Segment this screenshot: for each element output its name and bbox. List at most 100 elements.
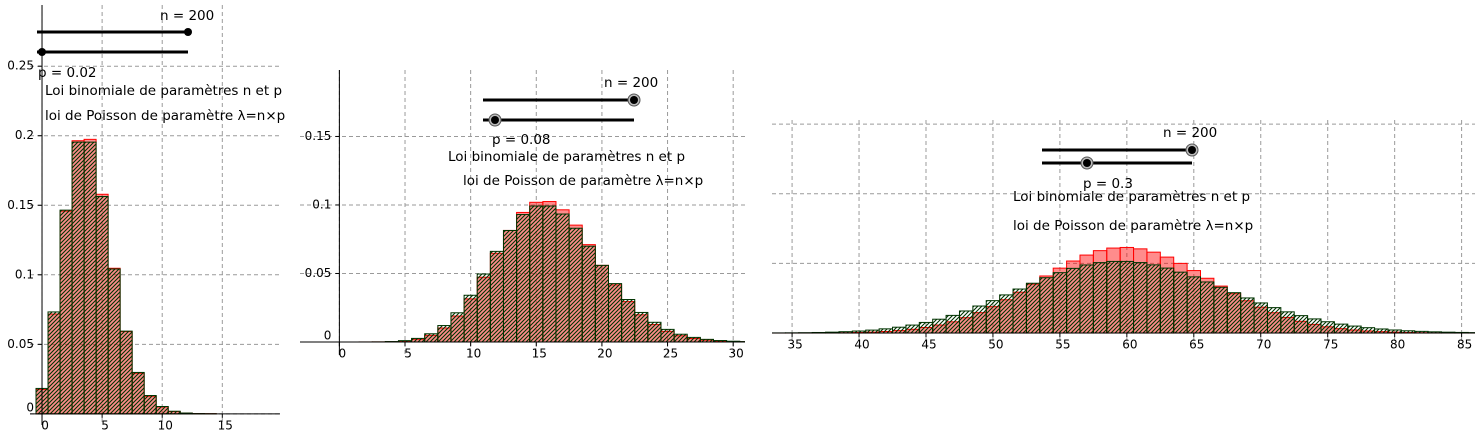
poisson-bar bbox=[95, 196, 109, 415]
poisson-bar bbox=[83, 141, 97, 415]
y-tick-label: 0.15 bbox=[7, 198, 34, 212]
x-tick-label: 45 bbox=[921, 338, 936, 352]
poisson-bar bbox=[1012, 288, 1027, 334]
poisson-bar bbox=[1092, 262, 1108, 334]
x-tick-label: 15 bbox=[532, 346, 547, 360]
poisson-bar bbox=[1266, 307, 1282, 334]
poisson-bar bbox=[892, 326, 907, 334]
x-tick-label: 70 bbox=[1256, 338, 1271, 352]
x-tick-label: 0 bbox=[41, 418, 49, 432]
poisson-bar bbox=[1360, 327, 1376, 334]
poisson-bar bbox=[502, 229, 518, 343]
x-tick-label: 50 bbox=[988, 338, 1003, 352]
poisson-bar bbox=[1199, 281, 1215, 334]
poisson-bar bbox=[634, 311, 649, 343]
poisson-bar bbox=[999, 294, 1014, 334]
slider-knob bbox=[1083, 159, 1091, 167]
slider-label: n = 200 bbox=[604, 75, 658, 91]
poisson-bar bbox=[1146, 264, 1161, 334]
poisson-bar bbox=[1133, 262, 1148, 334]
slider-label: n = 200 bbox=[160, 8, 214, 24]
poisson-bar bbox=[621, 299, 636, 343]
poisson-bar bbox=[1079, 264, 1094, 334]
poisson-bar bbox=[1320, 321, 1335, 334]
poisson-bar bbox=[1186, 276, 1201, 334]
x-tick-label: 5 bbox=[101, 418, 109, 432]
x-tick-label: 60 bbox=[1122, 338, 1137, 352]
poisson-bar bbox=[647, 321, 662, 343]
x-tick-label: 0 bbox=[339, 346, 347, 360]
x-tick-label: 20 bbox=[597, 346, 612, 360]
poisson-bar bbox=[673, 333, 688, 343]
poisson-bar bbox=[107, 268, 121, 415]
slider-knob bbox=[491, 116, 499, 124]
panel bbox=[300, 70, 745, 355]
poisson-bar bbox=[71, 141, 85, 415]
x-tick-label: 85 bbox=[1457, 338, 1472, 352]
poisson-bar bbox=[411, 337, 426, 343]
poisson-bar bbox=[660, 328, 675, 343]
x-tick-label: 40 bbox=[854, 338, 869, 352]
x-tick-label: 15 bbox=[218, 418, 233, 432]
poisson-bar bbox=[424, 333, 439, 343]
poisson-bar bbox=[1280, 311, 1295, 334]
x-tick-label: 55 bbox=[1055, 338, 1070, 352]
poisson-bar bbox=[905, 324, 920, 334]
poisson-bar bbox=[489, 250, 504, 343]
legend-label: Loi binomiale de paramètres n et p bbox=[448, 149, 685, 165]
legend-label: loi de Poisson de paramètre λ=n×p bbox=[45, 108, 285, 124]
poisson-bar bbox=[1039, 277, 1054, 334]
poisson-bar bbox=[972, 305, 987, 334]
y-tick-label: 0.1 bbox=[15, 267, 34, 281]
slider-knob bbox=[38, 48, 46, 56]
poisson-bar bbox=[155, 406, 169, 415]
poisson-bar bbox=[878, 328, 894, 334]
poisson-bar bbox=[450, 312, 465, 343]
poisson-bar bbox=[1333, 323, 1349, 334]
poisson-bar bbox=[516, 214, 531, 343]
y-tick-label: 0 bbox=[26, 400, 34, 414]
poisson-bar bbox=[1347, 325, 1362, 334]
poisson-bar bbox=[568, 227, 583, 343]
poisson-bar bbox=[1253, 302, 1268, 334]
x-tick-label: 5 bbox=[404, 346, 412, 360]
poisson-bar bbox=[555, 213, 570, 343]
slider-label: n = 200 bbox=[1163, 125, 1217, 141]
y-tick-label: 0.25 bbox=[7, 59, 34, 73]
poisson-bar bbox=[581, 245, 596, 343]
poisson-bar bbox=[119, 330, 133, 415]
x-tick-label: 65 bbox=[1189, 338, 1204, 352]
poisson-bar bbox=[958, 310, 974, 334]
slider-knob bbox=[630, 96, 638, 104]
poisson-bar bbox=[542, 205, 557, 343]
poisson-bar bbox=[59, 209, 73, 415]
poisson-bar bbox=[1119, 260, 1135, 334]
x-tick-label: 30 bbox=[729, 346, 744, 360]
slider-label: p = 0.02 bbox=[38, 65, 97, 81]
y-tick-label: 0.15 bbox=[305, 129, 332, 143]
legend-label: Loi binomiale de paramètres n et p bbox=[1013, 189, 1250, 205]
slider-knob bbox=[184, 28, 192, 36]
poisson-bar bbox=[1307, 318, 1322, 334]
poisson-bar bbox=[1025, 282, 1041, 334]
y-tick-label: 0.05 bbox=[305, 266, 332, 280]
x-tick-label: 80 bbox=[1390, 338, 1405, 352]
panel bbox=[772, 120, 1475, 345]
poisson-bar bbox=[1106, 260, 1121, 334]
slider-knob bbox=[1188, 146, 1196, 154]
poisson-bar bbox=[1374, 328, 1389, 334]
y-tick-label: 0 bbox=[324, 328, 332, 342]
poisson-bar bbox=[143, 395, 157, 415]
poisson-bar bbox=[1066, 267, 1081, 334]
poisson-bar bbox=[131, 371, 145, 415]
poisson-bar bbox=[932, 318, 947, 334]
y-tick-label: 0.05 bbox=[7, 337, 34, 351]
poisson-bar bbox=[476, 273, 491, 343]
x-tick-label: 25 bbox=[663, 346, 678, 360]
x-tick-label: 75 bbox=[1323, 338, 1338, 352]
legend-label: loi de Poisson de paramètre λ=n×p bbox=[463, 173, 703, 189]
y-tick-label: 0.2 bbox=[15, 128, 34, 142]
poisson-bar bbox=[1173, 271, 1188, 334]
poisson-bar bbox=[1159, 267, 1175, 334]
slider-label: p = 0.3 bbox=[1083, 176, 1133, 192]
